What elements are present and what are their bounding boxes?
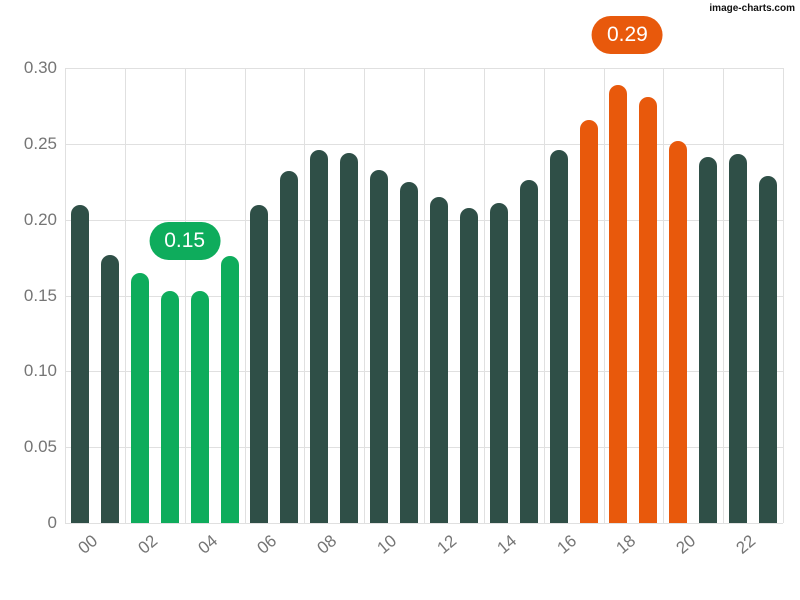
y-axis-tick-label: 0.20 xyxy=(23,209,57,229)
bar-hour-09 xyxy=(340,152,359,523)
bar-hour-01 xyxy=(100,254,119,523)
v-gridline xyxy=(424,68,425,523)
x-axis-tick-label: 10 xyxy=(373,531,401,558)
bar-hour-05 xyxy=(220,256,239,523)
x-axis-tick-label: 08 xyxy=(313,531,341,558)
bar-hour-19 xyxy=(639,96,658,523)
bar-hour-00 xyxy=(70,204,89,523)
v-gridline xyxy=(483,68,485,523)
bar-hour-18 xyxy=(609,84,628,523)
bar-hour-04 xyxy=(190,290,209,523)
x-axis-tick-label: 18 xyxy=(612,531,640,558)
y-axis-tick-label: 0.05 xyxy=(23,437,57,457)
y-axis-tick-label: 0.10 xyxy=(23,361,57,381)
y-axis-tick-label: 0 xyxy=(47,513,57,532)
bar-hour-11 xyxy=(400,181,419,523)
v-gridline xyxy=(65,68,66,523)
bar-hour-23 xyxy=(759,175,778,523)
y-axis-tick-label: 0.15 xyxy=(23,285,57,305)
v-gridline xyxy=(783,68,784,523)
bar-hour-06 xyxy=(250,204,269,523)
v-gridline xyxy=(543,68,545,523)
v-gridline xyxy=(723,68,725,523)
y-axis-tick-label: 0.25 xyxy=(23,133,57,153)
x-axis-tick-label: 20 xyxy=(672,531,700,558)
x-axis-tick-label: 02 xyxy=(134,531,161,558)
h-gridline xyxy=(65,523,783,524)
x-axis-tick-label: 16 xyxy=(553,531,580,558)
x-axis-tick-label: 00 xyxy=(74,531,102,558)
x-axis-tick-label: 12 xyxy=(433,531,461,558)
bar-hour-22 xyxy=(729,154,748,523)
x-axis-tick-label: 04 xyxy=(194,531,221,558)
v-gridline xyxy=(184,68,186,523)
bar-hour-03 xyxy=(160,290,179,523)
y-axis-tick-label: 0.30 xyxy=(23,58,57,77)
bar-hour-07 xyxy=(280,171,299,523)
min-value-badge: 0.15 xyxy=(149,221,221,260)
v-gridline xyxy=(304,68,306,523)
bar-hour-21 xyxy=(699,157,718,523)
bar-hour-20 xyxy=(669,140,688,523)
bar-hour-15 xyxy=(519,180,538,523)
x-axis-tick-label: 22 xyxy=(732,531,760,558)
v-gridline xyxy=(124,68,126,523)
bar-hour-16 xyxy=(549,149,568,523)
v-gridline xyxy=(244,68,246,523)
bar-hour-02 xyxy=(130,272,149,523)
bar-hour-12 xyxy=(429,196,448,523)
x-axis-tick-label: 06 xyxy=(253,531,281,558)
bar-hour-17 xyxy=(579,119,598,523)
max-value-badge: 0.29 xyxy=(591,15,663,54)
v-gridline xyxy=(364,68,366,523)
bar-hour-10 xyxy=(370,169,389,523)
v-gridline xyxy=(603,68,605,523)
v-gridline xyxy=(663,68,665,523)
watermark: image-charts.com xyxy=(709,3,795,14)
bar-hour-08 xyxy=(310,149,329,523)
bar-hour-14 xyxy=(489,202,508,523)
x-axis-tick-label: 14 xyxy=(493,531,520,558)
bar-hour-13 xyxy=(459,207,478,523)
